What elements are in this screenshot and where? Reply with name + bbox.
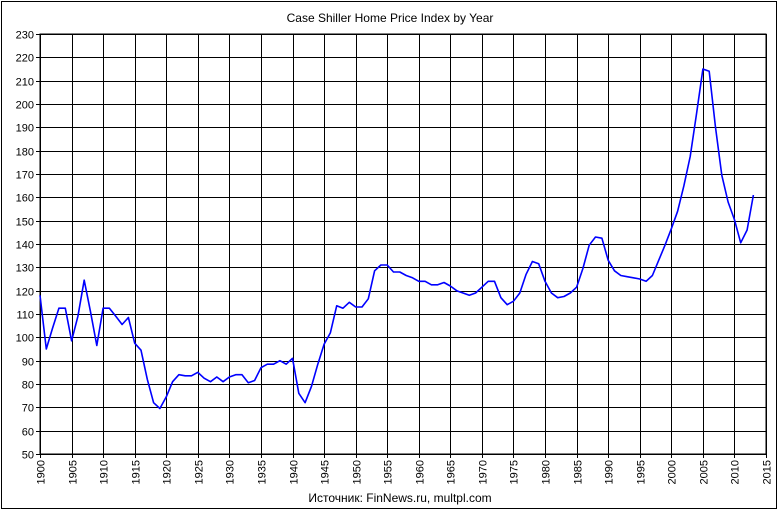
x-tick-label: 2005	[699, 460, 711, 484]
x-tick-label: 1930	[225, 460, 237, 484]
x-tick-label: 1910	[99, 460, 111, 484]
x-tick-label: 1905	[68, 460, 80, 484]
y-tick-label: 50	[22, 450, 34, 462]
x-tick-label: 1975	[509, 460, 521, 484]
series-line	[39, 68, 755, 410]
x-tick-label: 1950	[352, 460, 364, 484]
y-tick-label: 190	[16, 123, 34, 135]
x-tick-label: 2015	[762, 460, 774, 484]
series-layer	[39, 68, 755, 410]
x-tick-label: 1900	[36, 460, 48, 484]
x-axis: 1900 1905 1910 1915 1920 1925 1930 1935 1940 1945…	[36, 454, 774, 484]
y-tick-label: 160	[16, 193, 34, 205]
y-tick-label: 210	[16, 77, 34, 89]
y-tick-label: 220	[16, 53, 34, 65]
y-tick-label: 70	[22, 403, 34, 415]
x-tick-label: 1915	[131, 460, 143, 484]
x-tick-label: 1985	[573, 460, 585, 484]
y-tick-label: 200	[16, 100, 34, 112]
y-tick-label: 60	[22, 427, 34, 439]
y-tick-label: 90	[22, 357, 34, 369]
y-tick-label: 170	[16, 170, 34, 182]
source-note: Источник: FinNews.ru, multpl.com	[308, 491, 491, 505]
x-tick-label: 1965	[446, 460, 458, 484]
x-tick-label: 1945	[320, 460, 332, 484]
y-tick-label: 150	[16, 217, 34, 229]
x-tick-label: 1980	[541, 460, 553, 484]
x-tick-label: 1970	[478, 460, 490, 484]
y-tick-label: 100	[16, 333, 34, 345]
y-tick-label: 120	[16, 287, 34, 299]
x-tick-label: 1925	[194, 460, 206, 484]
x-tick-label: 2000	[667, 460, 679, 484]
y-tick-label: 140	[16, 240, 34, 252]
x-tick-label: 2010	[730, 460, 742, 484]
x-tick-label: 1960	[415, 460, 427, 484]
y-tick-label: 80	[22, 380, 34, 392]
x-tick-label: 1955	[383, 460, 395, 484]
chart-title: Case Shiller Home Price Index by Year	[287, 11, 494, 25]
x-tick-label: 1990	[604, 460, 616, 484]
y-tick-label: 110	[16, 310, 34, 322]
y-tick-label: 130	[16, 263, 34, 275]
x-tick-label: 1920	[162, 460, 174, 484]
x-tick-label: 1995	[636, 460, 648, 484]
y-tick-label: 180	[16, 147, 34, 159]
gridlines	[40, 34, 767, 455]
x-tick-label: 1940	[289, 460, 301, 484]
y-tick-label: 230	[16, 30, 34, 42]
y-axis: 50 60 70 80 90 100 110 120 130 140 150 160 170 180 190…	[16, 30, 40, 462]
x-tick-label: 1935	[257, 460, 269, 484]
